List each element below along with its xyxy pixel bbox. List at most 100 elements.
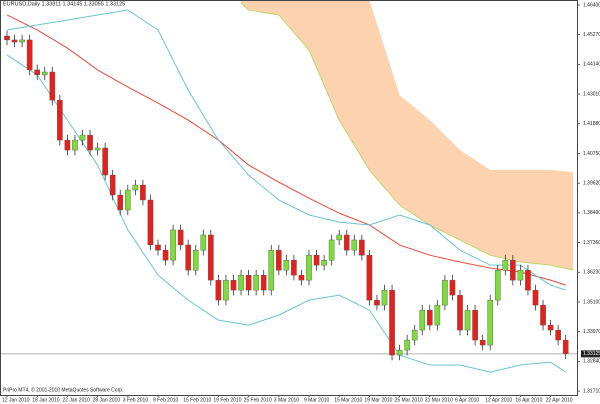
x-tick-label: 31 Mar 2010 [425, 397, 453, 403]
candle-body [472, 309, 478, 341]
candle-body [245, 274, 252, 291]
cloud-edge [240, 2, 574, 271]
candle-body [547, 324, 554, 331]
candle-body [389, 289, 395, 356]
x-tick-label: 12 Apr 2010 [485, 397, 512, 403]
cloud [241, 0, 574, 271]
x-tick-label: 15 Feb 2010 [183, 397, 211, 403]
candle-body [57, 99, 63, 141]
candle-body [381, 289, 388, 306]
candle-body [230, 279, 237, 291]
candle-body [223, 279, 229, 301]
candle-body [4, 35, 10, 41]
candle-body [34, 69, 40, 76]
candle-body [64, 139, 71, 151]
y-tick-label: 1.39620 [583, 181, 600, 187]
x-tick-label: 19 Mar 2010 [364, 397, 392, 403]
y-tick-label: 1.41880 [583, 121, 600, 127]
candle-body [321, 259, 327, 266]
candle-body [19, 39, 25, 43]
candle-body [109, 174, 116, 196]
y-tick-label: 1.37360 [583, 240, 600, 246]
candle-body [283, 259, 290, 271]
candle-body [200, 234, 207, 251]
candle-body [215, 279, 222, 301]
candle-body [366, 254, 373, 301]
candle-body [124, 189, 131, 211]
candle-body [502, 259, 509, 271]
candle-body [177, 229, 184, 246]
candle-body [555, 329, 561, 341]
candle-body [540, 304, 546, 326]
candle-body [147, 199, 154, 246]
candle-body [298, 274, 305, 281]
candle-body [525, 269, 531, 291]
candle-body [517, 269, 524, 281]
x-tick-label: 19 Feb 2010 [213, 397, 241, 403]
candle-body [192, 249, 199, 271]
candle-body [396, 349, 403, 356]
last-price-box [581, 350, 600, 358]
footer: PriPro MT4, © 2001-2010 MetaQuotes Softw… [3, 386, 123, 393]
x-tick-label: 25 Mar 2010 [395, 397, 423, 403]
candle-body [94, 147, 101, 151]
candle-body [374, 299, 380, 306]
candle-body [268, 249, 275, 291]
last-price-label: 1.33125 [583, 351, 600, 357]
x-tick-label: 12 Jan 2010 [2, 397, 30, 403]
candle-body [351, 239, 358, 251]
y-tick-label: 1.45270 [583, 32, 600, 38]
y-tick-label: 1.44140 [583, 62, 600, 68]
candle-body [155, 244, 161, 251]
candle-body [411, 329, 418, 341]
candle-body [26, 39, 33, 71]
candle-body [79, 134, 86, 141]
candle-body [253, 274, 259, 291]
x-tick-label: 6 Apr 2010 [455, 397, 479, 403]
candle-body [140, 184, 146, 201]
candle-body [291, 259, 297, 276]
candle-body [434, 304, 441, 326]
plot-area [0, 0, 577, 373]
candle-body [479, 339, 486, 346]
indicator-line [6, 14, 566, 286]
candle-body [260, 274, 267, 291]
candle-body [419, 309, 426, 331]
candle-body [328, 239, 335, 261]
candle-body [170, 229, 176, 261]
candle-body [132, 184, 139, 191]
candle-body [510, 259, 516, 281]
candle-body [185, 244, 192, 271]
candle-body [72, 139, 78, 151]
candle-body [102, 147, 108, 176]
x-tick-label: 22 Apr 2010 [546, 397, 573, 403]
candle-body [562, 339, 569, 354]
candle-body [494, 269, 501, 301]
candle-body [117, 194, 124, 211]
candle-body [359, 239, 365, 256]
candle-body [404, 339, 410, 351]
indicator-line [6, 54, 566, 373]
candle-body [487, 299, 494, 346]
candle-body [306, 254, 312, 281]
x-tick-label: 15 Mar 2010 [334, 397, 362, 403]
candle-body [464, 309, 471, 331]
y-tick-label: 1.40750 [583, 151, 600, 157]
y-tick-label: 1.31710 [583, 388, 600, 394]
x-tick-label: 9 Mar 2010 [304, 397, 330, 403]
y-tick-label: 1.46400 [583, 2, 600, 8]
x-tick-label: 18 Jan 2010 [32, 397, 60, 403]
candle-body [11, 39, 18, 43]
x-tick-label: 16 Apr 2010 [515, 397, 542, 403]
candle-body [442, 279, 448, 306]
indicator-line [6, 9, 566, 291]
candle-body [532, 289, 539, 306]
candle-body [449, 279, 456, 296]
x-tick-label: 22 Jan 2010 [62, 397, 90, 403]
x-tick-label: 3 Feb 2010 [123, 397, 149, 403]
candle-body [313, 254, 320, 266]
candle-body [49, 71, 56, 101]
candle-body [457, 294, 463, 331]
candle-body [336, 234, 343, 241]
y-tick-label: 1.33970 [583, 329, 600, 335]
